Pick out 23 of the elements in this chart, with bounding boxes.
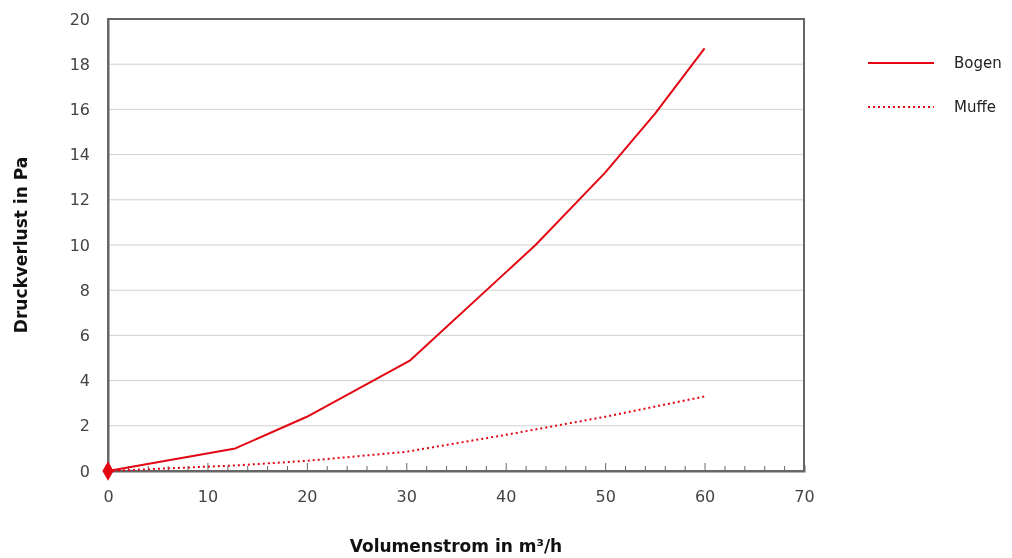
y-tick-label: 18 <box>69 54 90 74</box>
x-tick-label: 10 <box>197 487 219 507</box>
y-tick-label: 20 <box>69 9 90 29</box>
y-tick-label: 10 <box>69 235 90 255</box>
y-tick-label: 16 <box>69 100 90 120</box>
y-tick-label: 2 <box>79 416 90 436</box>
y-axis-title: Druckverlust in Pa <box>11 156 31 334</box>
legend-label: Muffe <box>954 98 997 117</box>
y-tick-label: 12 <box>69 190 90 210</box>
x-tick-label: 60 <box>694 487 716 507</box>
y-tick-label: 8 <box>79 280 90 300</box>
x-tick-label: 20 <box>297 487 318 507</box>
x-tick-label: 70 <box>794 487 815 507</box>
x-tick-label: 40 <box>496 487 517 507</box>
x-tick-label: 0 <box>103 487 114 507</box>
legend-label: Bogen <box>954 54 1002 73</box>
x-axis-title: Volumenstrom in m³/h <box>349 536 563 556</box>
y-tick-label: 0 <box>79 461 90 481</box>
x-tick-label: 30 <box>396 487 417 507</box>
x-tick-label: 50 <box>595 487 616 507</box>
y-tick-label: 6 <box>79 326 90 346</box>
y-tick-label: 14 <box>69 145 90 165</box>
y-tick-label: 4 <box>79 371 90 391</box>
